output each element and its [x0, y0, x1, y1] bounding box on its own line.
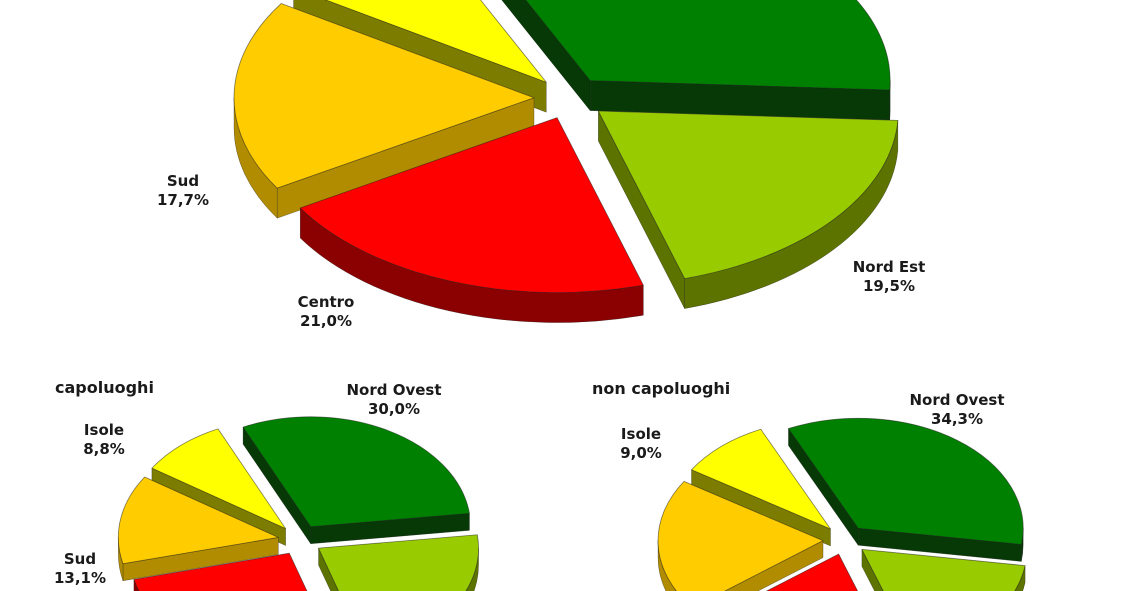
pie-non-capoluoghi-slice-isole-top [691, 428, 831, 530]
slice-label-capoluoghi-isole: Isole 8,8% [83, 421, 125, 459]
slice-label-capoluoghi-sud: Sud 13,1% [54, 550, 106, 588]
pie-capoluoghi-slice-sud-top [117, 476, 279, 565]
slice-label-value: 30,0% [367, 400, 421, 418]
chart-title-non-capoluoghi: non capoluoghi [592, 379, 731, 398]
pie-capoluoghi-slice-isole-top [151, 428, 287, 529]
slice-label-totale-centro: Centro 21,0% [298, 293, 355, 331]
slice-label-name: Sud [166, 172, 200, 190]
slice-label-totale-nord-est: Nord Est 19,5% [853, 258, 926, 296]
slice-label-value: 13,1% [53, 569, 107, 587]
pie-totale-slice-nord-ovest-top [525, 0, 891, 91]
slice-label-name: Nord Ovest [346, 381, 442, 399]
slice-label-name: Isole [83, 421, 125, 439]
slice-label-value: 9,0% [620, 444, 662, 462]
pie-non-capoluoghi-slice-nord-est-rim [1014, 565, 1026, 591]
slice-label-capoluoghi-nord-ovest: Nord Ovest 30,0% [346, 381, 441, 419]
pie-totale-slice-isole-top [324, 0, 547, 83]
slice-label-totale-sud: Sud 17,7% [157, 172, 209, 210]
slice-label-value: 19,5% [862, 277, 916, 295]
slice-label-non-capoluoghi-nord-ovest: Nord Ovest 34,3% [909, 391, 1004, 429]
pie-capoluoghi-slice-nord-est-top [318, 534, 479, 591]
slice-label-name: Nord Ovest [909, 391, 1005, 409]
slice-label-non-capoluoghi-isole: Isole 9,0% [620, 425, 662, 463]
pie-non-capoluoghi-slice-nord-ovest-top [788, 417, 1024, 545]
pie-capoluoghi-slice-nord-ovest-top [242, 416, 470, 528]
pie-capoluoghi-slice-centro-top [133, 552, 308, 591]
slice-label-name: Isole [620, 425, 662, 443]
pie-totale-slice-nord-est-top [597, 110, 899, 279]
slice-label-name: Centro [297, 293, 355, 311]
slice-label-value: 21,0% [299, 312, 353, 330]
slice-label-value: 34,3% [930, 410, 984, 428]
slice-label-value: 17,7% [156, 191, 210, 209]
pie-totale-slice-sud-top [233, 3, 535, 189]
slice-label-name: Sud [63, 550, 97, 568]
pie-non-capoluoghi-slice-sud-top [657, 480, 824, 591]
pie-non-capoluoghi-slice-nord-est-top [861, 548, 1026, 591]
chart-title-capoluoghi: capoluoghi [55, 378, 154, 397]
pie-capoluoghi-slice-nord-est-rim [465, 547, 479, 591]
pie-non-capoluoghi-slice-centro-top [765, 553, 859, 591]
pie-capoluoghi-slice-centro-rim [133, 579, 140, 591]
pie-totale-slice-centro-top [299, 117, 644, 293]
slice-label-value: 8,8% [83, 440, 125, 458]
slice-label-name: Nord Est [852, 258, 926, 276]
